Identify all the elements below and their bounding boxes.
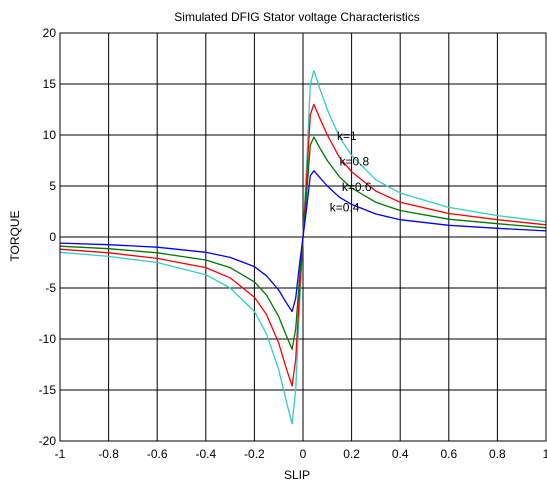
y-axis-label: TORQUE [8, 210, 22, 261]
y-tick-label: 20 [43, 26, 57, 40]
x-tick-label: -0.2 [244, 447, 265, 461]
x-tick-label: 0.4 [392, 447, 409, 461]
x-axis-label: SLIP [284, 468, 310, 482]
y-tick-label: -5 [45, 281, 56, 295]
curve-annotation: k=0.8 [339, 155, 369, 169]
y-tick-label: 10 [43, 128, 57, 142]
curve-annotation: k=0.6 [342, 180, 372, 194]
x-tick-label: 0.6 [440, 447, 457, 461]
y-tick-labels: 20 15 10 5 0 -5 -10 -15 -20 [39, 26, 57, 448]
x-tick-label: -1 [55, 447, 66, 461]
x-tick-label: 0.8 [489, 447, 506, 461]
curve-annotation: k=0.4 [330, 201, 360, 215]
y-tick-label: -15 [39, 383, 57, 397]
y-tick-label: 0 [49, 230, 56, 244]
chart-title: Simulated DFIG Stator voltage Characteri… [174, 10, 419, 24]
x-tick-label: 0.2 [343, 447, 360, 461]
x-tick-label: 0 [300, 447, 307, 461]
x-tick-labels: -1 -0.8 -0.6 -0.4 -0.2 0 0.2 0.4 0.6 0.8 1 [55, 447, 547, 461]
series-lines [59, 70, 547, 425]
series-line-k-0-4 [59, 170, 547, 313]
x-tick-label: -0.8 [98, 447, 119, 461]
y-tick-label: -20 [39, 434, 57, 448]
curve-annotations: k=1 k=0.8 k=0.6 k=0.4 [330, 129, 372, 214]
y-tick-label: 5 [49, 179, 56, 193]
plot-frame [59, 32, 547, 442]
x-tick-label: 1 [543, 447, 547, 461]
x-tick-label: -0.4 [195, 447, 216, 461]
y-tick-label: -10 [39, 332, 57, 346]
y-tick-label: 15 [43, 77, 57, 91]
curve-annotation: k=1 [337, 129, 357, 143]
x-tick-label: -0.6 [147, 447, 168, 461]
